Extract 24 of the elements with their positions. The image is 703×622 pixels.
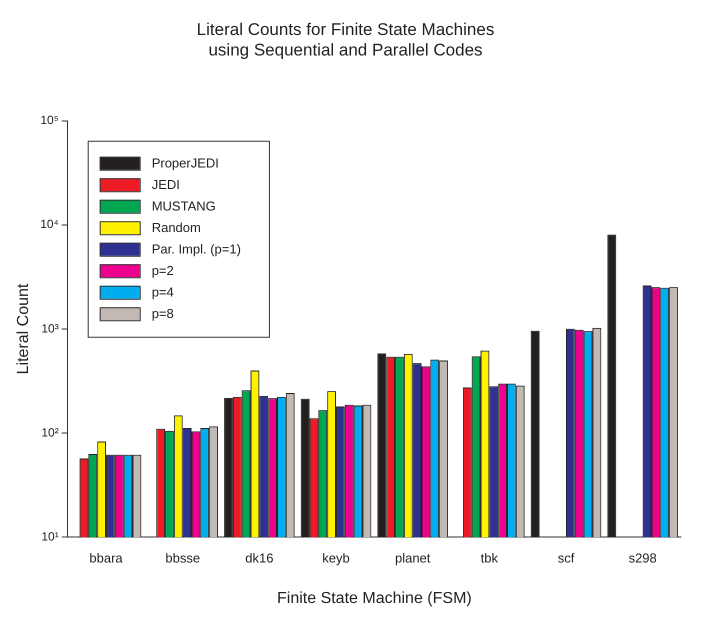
y-tick-label: 10⁵ — [40, 113, 59, 128]
legend-label: Random — [152, 220, 201, 235]
x-tick-label: scf — [558, 550, 575, 566]
chart-title: Literal Counts for Finite State Machines using Sequential and Parallel Codes — [196, 20, 494, 60]
x-tick-label: planet — [394, 550, 431, 566]
x-axis-title: Finite State Machine (FSM) — [276, 590, 472, 607]
x-tick-label: bbsse — [165, 550, 200, 566]
y-tick-label: 10¹ — [41, 530, 59, 544]
legend-label: ProperJEDI — [152, 155, 219, 170]
y-tick-label: 10³ — [41, 321, 59, 336]
x-tick-label: s298 — [628, 550, 657, 566]
legend-label: p=4 — [152, 284, 174, 300]
legend-label: MUSTANG — [152, 198, 216, 214]
legend-label: Par. Impl. (p=1) — [152, 241, 241, 256]
y-tick-label: 10⁴ — [40, 217, 59, 232]
x-tick-label: dk16 — [245, 550, 274, 566]
y-tick-label: 10² — [41, 425, 59, 440]
legend-label: p=8 — [152, 306, 174, 321]
x-tick-label: tbk — [480, 550, 499, 566]
legend-label: JEDI — [152, 176, 180, 192]
legend-label: p=2 — [152, 262, 174, 278]
y-axis-title: Literal Count — [15, 283, 32, 374]
x-tick-label: bbara — [89, 550, 124, 566]
x-tick-label: keyb — [322, 550, 350, 566]
